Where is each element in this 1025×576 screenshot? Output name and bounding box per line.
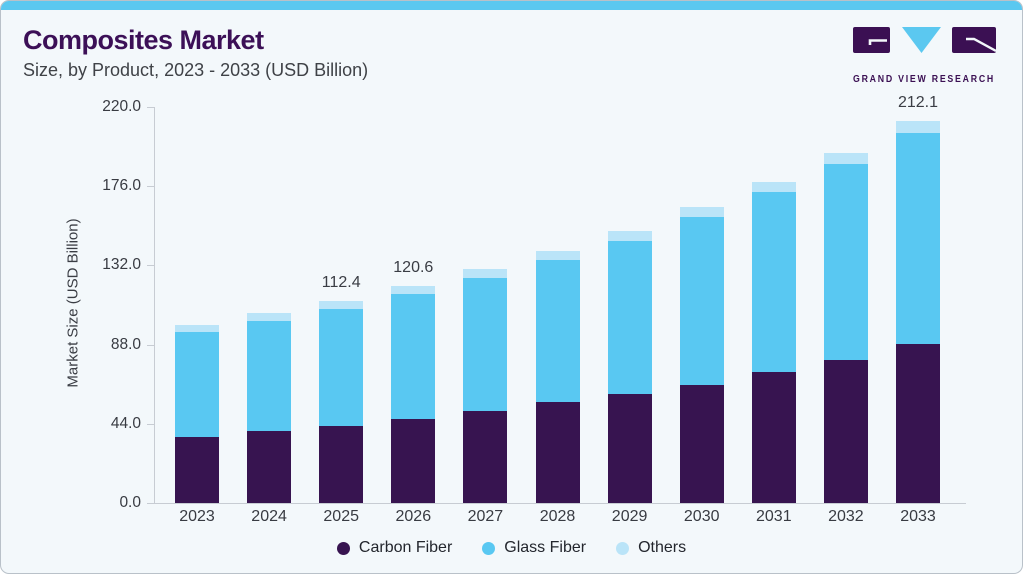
bar-value-label-2026: 120.6	[393, 258, 434, 276]
legend-label-carbon-fiber: Carbon Fiber	[358, 539, 453, 556]
gvr-logo-v-triangle	[902, 27, 941, 53]
page-title: Composites Market	[23, 25, 264, 55]
x-label-2028: 2028	[539, 508, 576, 525]
y-tick-label: 176.0	[102, 177, 141, 195]
x-label-2023: 2023	[179, 508, 215, 525]
x-label-2030: 2030	[683, 508, 720, 525]
bar-segment-others-2029	[607, 231, 652, 241]
bar-segment-others-2027	[463, 269, 508, 279]
bar-segment-others-2030	[679, 207, 724, 218]
bar-segment-carbon-fiber-2028	[535, 401, 580, 503]
bar-segment-carbon-fiber-2027	[463, 410, 508, 503]
bar-segment-glass-fiber-2031	[751, 191, 796, 372]
bar-segment-others-2026	[391, 285, 436, 295]
gvr-logo: GRAND VIEW RESEARCH	[853, 27, 997, 89]
legend-dot-carbon-fiber	[336, 541, 350, 555]
x-label-2024: 2024	[251, 508, 287, 525]
bar-2030	[679, 207, 724, 503]
y-axis-line	[154, 107, 155, 503]
bar-segment-others-2032	[823, 152, 868, 164]
legend-item-carbon-fiber: Carbon Fiber	[336, 539, 453, 557]
report-header: Composites Market Size, by Product, 2023…	[23, 25, 368, 81]
x-label-2031: 2031	[756, 508, 792, 525]
legend-item-glass-fiber: Glass Fiber	[482, 539, 586, 557]
bar-value-label-2033: 212.1	[897, 94, 939, 112]
bar-segment-carbon-fiber-2023	[175, 437, 219, 503]
bar-segment-glass-fiber-2025	[319, 308, 364, 426]
bar-segment-carbon-fiber-2030	[679, 384, 724, 503]
y-tick-label: 44.0	[110, 414, 141, 432]
x-label-2027: 2027	[467, 508, 504, 525]
chart-legend: Carbon Fiber Glass Fiber Others	[1, 539, 1022, 557]
bar-segment-glass-fiber-2028	[535, 259, 580, 402]
bar-2029	[607, 231, 652, 503]
bar-segment-others-2024	[247, 313, 292, 321]
bar-segment-glass-fiber-2024	[247, 320, 292, 432]
bar-2024	[247, 313, 292, 503]
y-tick-label: 220.0	[102, 98, 141, 115]
x-label-2033: 2033	[900, 508, 936, 525]
bar-segment-glass-fiber-2033	[896, 132, 940, 344]
bar-segment-carbon-fiber-2033	[896, 343, 940, 503]
bar-segment-carbon-fiber-2026	[391, 418, 436, 503]
legend-label-others: Others	[638, 539, 687, 556]
y-tick-mark	[147, 107, 154, 108]
x-label-2029: 2029	[611, 508, 648, 525]
page-subtitle: Size, by Product, 2023 - 2033 (USD Billi…	[23, 60, 369, 80]
bar-segment-glass-fiber-2023	[175, 331, 219, 438]
y-tick-mark	[147, 503, 154, 504]
bar-segment-glass-fiber-2029	[607, 240, 652, 394]
bar-segment-carbon-fiber-2029	[607, 393, 652, 503]
bar-segment-others-2025	[319, 300, 364, 309]
y-tick-label: 0.0	[119, 494, 141, 511]
x-label-2025: 2025	[323, 508, 359, 525]
gvr-logo-r-leg	[966, 37, 997, 53]
legend-item-others: Others	[616, 539, 686, 557]
y-tick-mark	[147, 344, 154, 346]
bar-segment-glass-fiber-2026	[391, 294, 436, 419]
x-label-2032: 2032	[828, 508, 864, 525]
bar-segment-glass-fiber-2030	[679, 217, 724, 385]
bar-value-label-2025: 112.4	[321, 273, 361, 291]
bar-2025	[319, 300, 364, 503]
y-tick-mark	[147, 423, 154, 425]
bar-segment-carbon-fiber-2032	[823, 359, 868, 503]
bar-2026	[391, 285, 436, 503]
gvr-logo-graphic: GRAND VIEW RESEARCH	[853, 27, 997, 85]
gvr-logo-g-notch	[868, 39, 887, 45]
bar-segment-others-2033	[896, 121, 940, 133]
bar-segment-carbon-fiber-2025	[319, 425, 364, 503]
y-tick-label: 132.0	[102, 256, 141, 274]
bar-segment-others-2028	[535, 250, 580, 260]
top-accent-bar	[1, 1, 1022, 10]
gvr-logo-text: GRAND VIEW RESEARCH	[853, 74, 995, 85]
bar-2033	[896, 121, 940, 503]
legend-dot-glass-fiber	[482, 541, 496, 555]
legend-dot-others	[616, 541, 630, 555]
bar-segment-others-2031	[751, 181, 796, 192]
bar-segment-carbon-fiber-2024	[247, 431, 292, 503]
y-tick-mark	[147, 265, 154, 267]
x-axis-line	[147, 503, 966, 504]
y-tick-label: 88.0	[110, 335, 141, 353]
bar-2031	[751, 181, 796, 503]
x-label-2026: 2026	[395, 508, 432, 525]
bar-segment-glass-fiber-2027	[463, 278, 508, 411]
y-tick-mark	[147, 186, 154, 188]
bar-segment-others-2023	[175, 324, 219, 332]
bar-2023	[175, 324, 219, 503]
bar-segment-carbon-fiber-2031	[751, 371, 796, 503]
y-axis-title: Market Size (USD Billion)	[64, 218, 82, 388]
bar-segment-glass-fiber-2032	[823, 163, 868, 360]
legend-label-glass-fiber: Glass Fiber	[504, 539, 587, 556]
bar-2027	[463, 269, 508, 503]
bar-2028	[535, 250, 580, 503]
bar-2032	[823, 152, 868, 503]
